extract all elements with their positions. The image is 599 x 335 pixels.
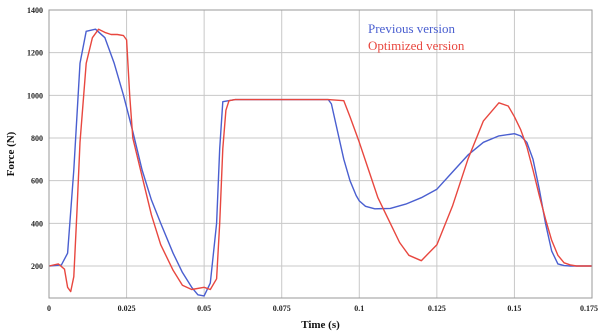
x-tick-label: 0.075 (273, 304, 291, 313)
x-tick-label: 0 (47, 304, 51, 313)
y-tick-label: 200 (31, 262, 43, 271)
x-tick-label: 0.05 (197, 304, 211, 313)
x-tick-label: 0.1 (354, 304, 364, 313)
y-axis-ticks: 200 400 600 800 1000 1200 1400 (27, 6, 43, 271)
series-line-previous-version (48, 28, 592, 297)
x-tick-label: 0.15 (507, 304, 521, 313)
x-axis-title: Time (s) (301, 319, 340, 331)
legend: Previous version Optimized version (368, 21, 465, 53)
x-tick-label: 0.025 (118, 304, 136, 313)
plot-series (48, 28, 592, 297)
y-axis-title: Force (N) (5, 131, 17, 176)
plot-frame (48, 9, 593, 299)
grid (48, 9, 593, 298)
y-tick-label: 1000 (27, 91, 43, 100)
y-tick-label: 1400 (27, 6, 43, 15)
series-line-optimized-version (48, 28, 592, 293)
y-tick-label: 800 (31, 134, 43, 143)
legend-entry-previous-version: Previous version (368, 21, 456, 36)
x-axis-ticks: 0 0.025 0.05 0.075 0.1 0.125 0.15 0.175 (47, 304, 598, 313)
y-tick-label: 1200 (27, 49, 43, 58)
x-tick-label: 0.125 (428, 304, 446, 313)
y-tick-label: 600 (31, 177, 43, 186)
y-tick-label: 400 (31, 219, 43, 228)
x-tick-label: 0.175 (580, 304, 598, 313)
legend-entry-optimized-version: Optimized version (368, 38, 465, 53)
